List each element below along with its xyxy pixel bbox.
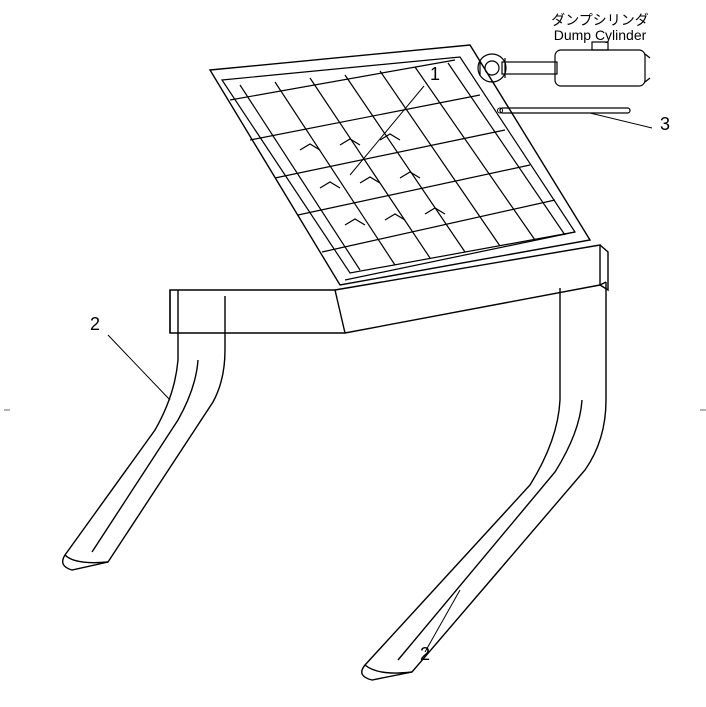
dump-cylinder-assembly: ダンプシリンダ Dump Cylinder (478, 12, 650, 86)
back-guard-grate (210, 45, 590, 285)
callout-leaders (108, 86, 652, 652)
pin-part (498, 108, 631, 113)
crossbar (170, 245, 608, 333)
dump-cylinder-label-en: Dump Cylinder (554, 27, 647, 43)
dump-cylinder-label-jp: ダンプシリンダ (551, 12, 649, 28)
callout-1: 1 (430, 64, 440, 84)
callout-3: 3 (660, 114, 670, 134)
callout-2b: 2 (420, 644, 430, 664)
fork-right (362, 282, 606, 680)
callout-2a: 2 (90, 314, 100, 334)
parts-diagram: ダンプシリンダ Dump Cylinder (0, 0, 706, 707)
fork-left (63, 290, 225, 570)
